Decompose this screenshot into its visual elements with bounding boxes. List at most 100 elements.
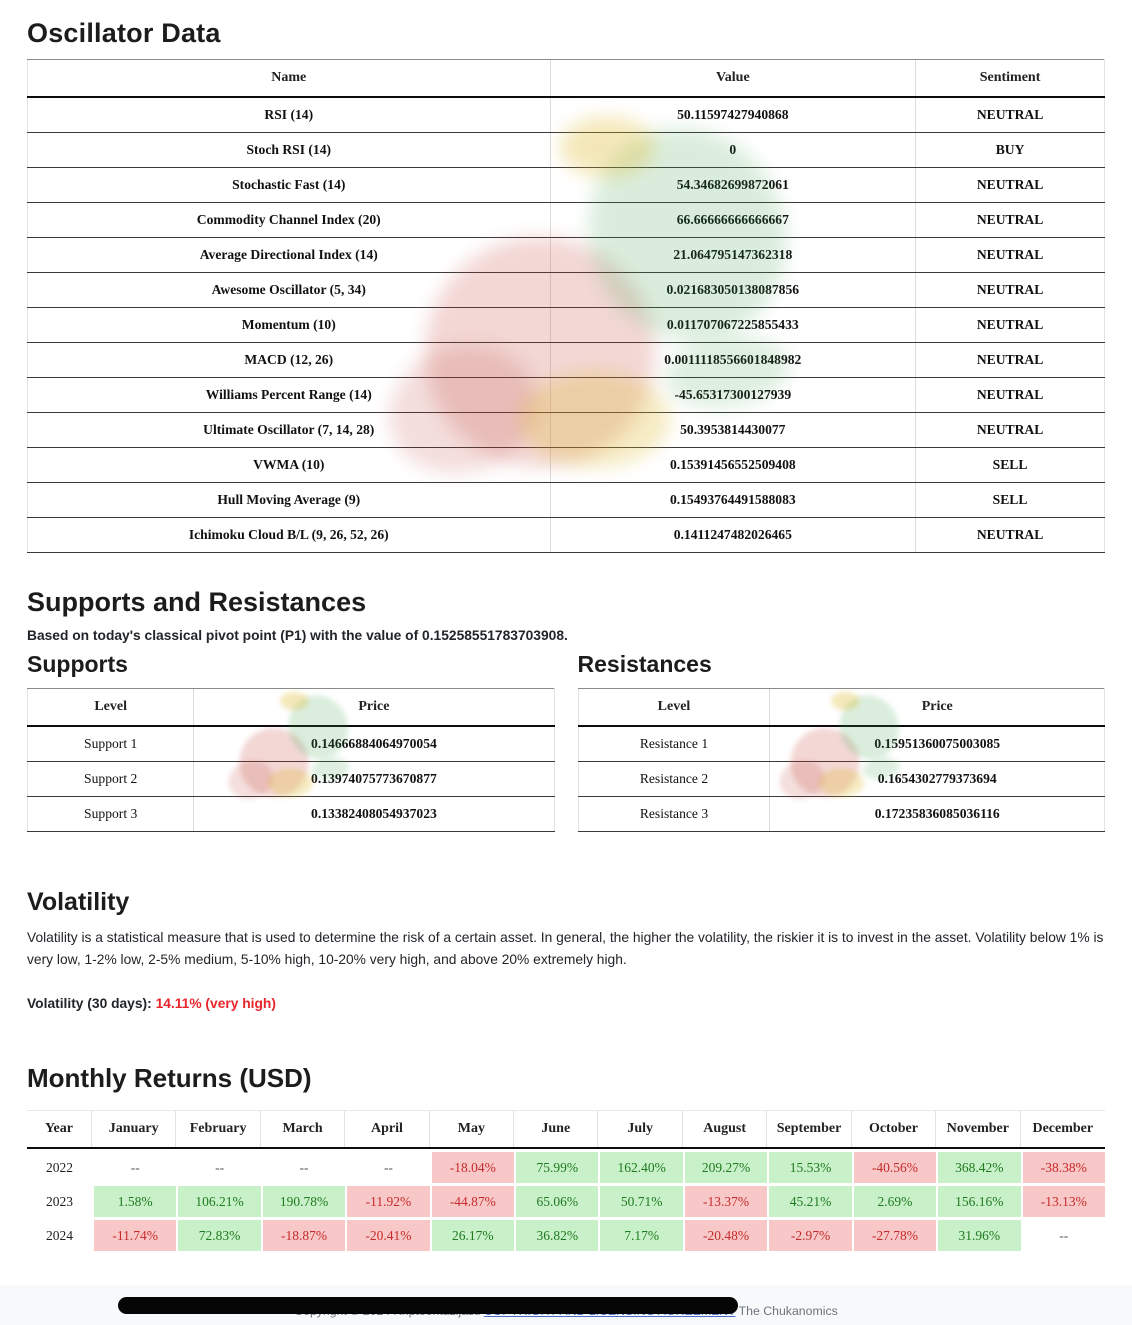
oscillator-row: Stochastic Fast (14) 54.34682699872061 NEU… [27,167,1105,203]
oscillator-row: Hull Moving Average (9) 0.154937644915880… [27,482,1105,518]
monthly-return-cell: 209.27% [684,1152,768,1184]
monthly-col-header: December [1032,1121,1094,1137]
oscillator-value-cell: 66.66666666666667 [549,202,916,238]
resistances-title: Resistances [577,651,712,677]
supports-row: Support 2 0.13974075773670877 [26,761,555,797]
supports-level-cell: Support 1 [26,726,194,762]
volatility-description: Volatility is a statistical measure that… [27,930,1104,967]
monthly-col-header: July [598,1111,683,1148]
oscillator-col-header: Value [549,59,916,98]
oscillator-sentiment-cell: SELL [915,482,1105,518]
monthly-return-cell: 2.69% [853,1186,937,1218]
oscillator-sentiment-cell: NEUTRAL [915,202,1105,238]
oscillator-name-cell: Commodity Channel Index (20) [27,202,551,238]
monthly-body: 2022 -- -- -- -- -18.04% 75.99% 162.40% 209.27% 1… [27,1149,1105,1252]
supports-price-cell: 0.13382408054937023 [193,796,555,832]
oscillator-name-cell: Hull Moving Average (9) [27,482,551,518]
oscillator-value-cell: 0.011707067225855433 [549,307,916,343]
monthly-return-cell: 106.21% [178,1186,261,1218]
resistances-header-row: Level Price [577,688,1105,727]
monthly-return-cell: 156.16% [938,1186,1021,1218]
oscillator-name-cell: Ultimate Oscillator (7, 14, 28) [27,412,551,448]
supports-title: Supports [27,651,128,677]
monthly-return-cell: -2.97% [769,1220,852,1252]
volatility-30days-line: Volatility (30 days): 14.11% (very high) [27,996,1105,1011]
monthly-col-header: March [261,1111,346,1148]
monthly-year-cell: 2022 [27,1152,92,1184]
oscillator-name-cell: Stoch RSI (14) [27,132,551,168]
monthly-return-cell: 162.40% [600,1152,683,1184]
resistances-table: Level Price Resistance 1 0.159513600750030… [577,688,1106,832]
oscillator-value-cell: 21.064795147362318 [549,237,916,273]
monthly-return-cell: -40.56% [853,1152,937,1184]
monthly-col-header: Year [27,1111,92,1148]
oscillator-table: Name Value Sentiment RSI (14) 50.1159742794… [27,59,1105,553]
oscillator-row: Ultimate Oscillator (7, 14, 28) 50.395381… [27,412,1105,448]
resistances-level-cell: Resistance 2 [577,761,770,797]
resistances-level-cell: Resistance 3 [577,796,770,832]
monthly-return-cell: 1.58% [94,1186,177,1218]
oscillator-sentiment-cell: SELL [915,447,1105,483]
resistances-level-cell: Resistance 1 [577,726,770,762]
oscillator-sentiment-cell: NEUTRAL [915,517,1105,553]
resistances-price-cell: 0.1654302779373694 [769,761,1105,797]
monthly-return-cell: -27.78% [853,1220,937,1252]
oscillator-sentiment-cell: NEUTRAL [915,272,1105,308]
resistances-row: Resistance 1 0.15951360075003085 [577,726,1105,762]
supports-price-cell: 0.14666884064970054 [193,726,555,762]
monthly-year-cell: 2024 [27,1220,92,1252]
resistances-row: Resistance 3 0.17235836085036116 [577,796,1105,832]
monthly-return-cell: 65.06% [516,1186,599,1218]
oscillator-sentiment-cell: NEUTRAL [915,97,1105,133]
oscillator-value-cell: 50.11597427940868 [549,97,916,133]
resistances-col-header: Level [577,688,770,727]
monthly-return-cell: 45.21% [769,1186,852,1218]
supports-price-cell: 0.13974075773670877 [193,761,555,797]
monthly-col-header: November [936,1111,1021,1148]
volatility-30days-label: Volatility (30 days): [27,996,156,1012]
monthly-returns-table: Year January February March April May June July… [27,1110,1105,1252]
monthly-return-cell: -11.92% [347,1186,430,1218]
monthly-return-cell: 36.82% [516,1220,599,1252]
oscillator-value-cell: 0 [549,132,916,168]
monthly-return-cell: 190.78% [262,1186,346,1218]
oscillator-sentiment-cell: NEUTRAL [915,237,1105,273]
monthly-return-cell: -- [94,1152,177,1184]
redaction-bar [118,1297,738,1315]
page-content: Oscillator Data Name Value Sentiment RSI (… [0,18,1132,1252]
page-footer: Copyright © 2024 Kriptoentuzijasti COPYR… [0,1285,1132,1325]
monthly-return-cell: -18.04% [431,1152,515,1184]
oscillator-row: Stoch RSI (14) 0 BUY [27,132,1105,168]
volatility-30days-value: 14.11% (very high) [155,996,276,1012]
oscillator-value-cell: 0.0011118556601848982 [549,342,916,378]
oscillator-value-cell: 0.15391456552509408 [549,447,916,483]
monthly-year-cell: 2023 [27,1186,92,1218]
monthly-return-cell: 75.99% [516,1152,599,1184]
oscillator-row: Awesome Oscillator (5, 34) 0.021683050138… [27,272,1105,308]
monthly-return-cell: 15.53% [769,1152,852,1184]
monthly-return-cell: 31.96% [938,1220,1021,1252]
monthly-return-cell: -44.87% [431,1186,515,1218]
supports-table: Level Price Support 1 0.14666884064970054 S… [26,688,555,832]
oscillator-sentiment-cell: BUY [915,132,1105,168]
oscillator-row: RSI (14) 50.11597427940868 NEUTRAL [27,97,1105,133]
oscillator-row: VWMA (10) 0.15391456552509408 SELL [27,447,1105,483]
supports-col-header: Price [193,688,555,727]
oscillator-name-cell: Average Directional Index (14) [27,237,551,273]
monthly-return-cell: -13.37% [684,1186,768,1218]
oscillator-name-cell: Ichimoku Cloud B/L (9, 26, 52, 26) [27,517,551,553]
oscillator-sentiment-cell: NEUTRAL [915,167,1105,203]
oscillator-col-header: Name [27,59,551,98]
resistances-col-header: Price [769,688,1105,727]
oscillator-sentiment-cell: NEUTRAL [915,307,1105,343]
oscillator-name-cell: Awesome Oscillator (5, 34) [27,272,551,308]
oscillator-row: Momentum (10) 0.011707067225855433 NEUTRAL [27,307,1105,343]
volatility-title: Volatility [27,888,130,916]
supports-header-row: Level Price [26,688,555,727]
monthly-return-cell: -18.87% [262,1220,346,1252]
copyright-suffix: The Chukanomics [735,1304,838,1319]
monthly-return-cell: 50.71% [600,1186,683,1218]
resistances-price-cell: 0.15951360075003085 [769,726,1105,762]
oscillator-name-cell: Stochastic Fast (14) [27,167,551,203]
oscillator-row: Commodity Channel Index (20) 66.666666666… [27,202,1105,238]
